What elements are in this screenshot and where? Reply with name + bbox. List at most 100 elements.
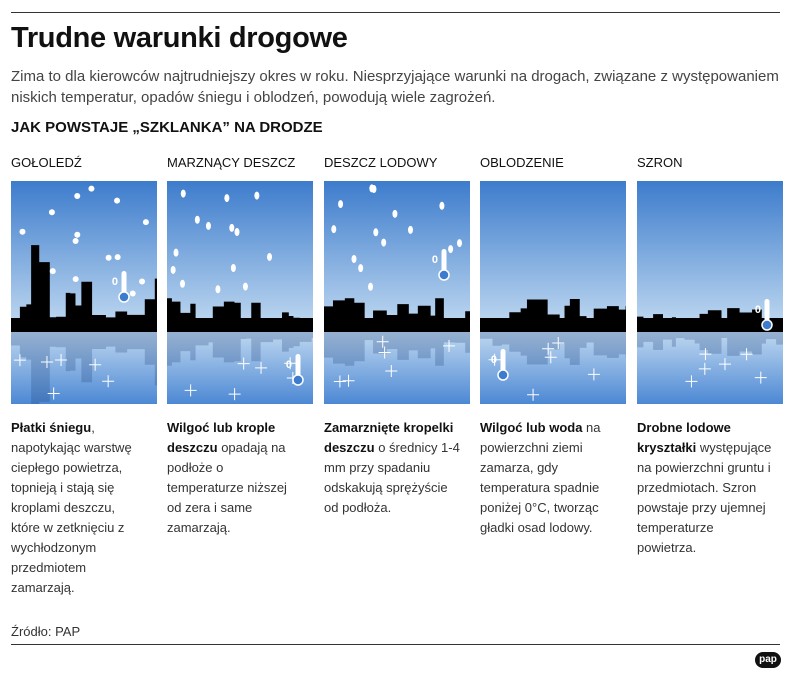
snowflake [139,278,146,285]
drop [170,265,176,274]
panel-label: SZRON [637,155,683,170]
sparkle [13,354,26,367]
panel-label: MARZNĄCY DESZCZ [167,155,296,170]
drop [381,238,387,247]
drop [180,189,186,198]
drop [371,185,377,194]
sparkle [587,368,600,381]
horizon-band [324,318,470,332]
panel-label: OBLODZENIE [480,155,564,170]
snowflake [74,193,81,200]
horizon-band [167,318,313,332]
drop [358,264,364,273]
horizon-band [11,318,157,332]
thermometer-bulb [761,319,773,331]
drop [242,282,248,291]
title: Trudne warunki drogowe [11,22,348,54]
snowflake [129,290,136,297]
sparkle [55,354,68,367]
drop [205,221,211,230]
sparkle [544,351,557,364]
description-text: , napotykając warstwę ciepłego powietrza… [11,420,132,595]
sparkle [552,336,565,349]
panel-label: GOŁOLEDŹ [11,155,82,170]
thermometer-label: 0 [112,276,118,288]
drop [179,279,185,288]
sparkle [527,388,540,401]
drop [194,215,200,224]
drop [254,191,260,200]
drop [407,225,413,234]
reflection [11,332,157,404]
description-lead: Płatki śniegu [11,420,92,435]
drop [338,200,344,209]
sparkle [237,357,250,370]
drop [439,201,445,210]
snowflake [19,228,26,235]
snowflake [88,185,95,192]
thermometer [441,249,447,273]
drop [373,228,379,237]
thermometer [121,271,127,295]
thermometer [295,354,301,378]
sparkle [699,348,712,361]
panel-image: 0 [11,181,157,404]
sparkle [102,375,115,388]
sparkle [228,388,241,401]
sparkle [754,371,767,384]
snowflake [114,254,121,261]
panel-description: Wilgoć lub krople deszczu opadają na pod… [167,418,303,538]
panel-description: Wilgoć lub woda na powierzchni ziemi zam… [480,418,616,538]
snowflake [74,231,81,238]
thermometer-bulb [292,374,304,386]
sparkle [40,356,53,369]
drop [351,254,357,263]
snowflake [142,219,149,226]
snowflake [72,238,79,245]
panel-label: DESZCZ LODOWY [324,155,438,170]
sparkle [740,348,753,361]
description-lead: Zamarznięte kropelki deszczu [324,420,454,455]
sparkle [89,358,102,371]
drop [456,239,462,248]
description-lead: Wilgoć lub krople deszczu [167,420,276,455]
drop [173,248,179,257]
panel-description: Zamarznięte kropelki deszczu o średnicy … [324,418,460,518]
description-text: na powierzchni ziemi zamarza, gdy temper… [480,420,601,535]
panel-image: 0 [637,181,783,404]
drop [234,228,240,237]
section-title: JAK POWSTAJE „SZKLANKA” NA DRODZE [11,119,323,136]
sparkle [385,364,398,377]
sparkle [333,375,346,388]
sparkle [47,387,60,400]
description-text: występujące na powierzchni gruntu i prze… [637,440,772,555]
panel-image: 0 [324,181,470,404]
sparkle [376,335,389,348]
description-text: opadają na podłoże o temperaturze niższe… [167,440,287,535]
horizon-band [480,318,626,332]
description-lead: Drobne lodowe kryształki [637,420,731,455]
description-lead: Wilgoć lub woda [480,420,583,435]
thermometer-bulb [438,269,450,281]
thermometer-bulb [497,369,509,381]
thermometer-label: 0 [286,359,292,371]
thermometer-label: 0 [755,304,761,316]
drop [448,245,454,254]
sparkle [255,361,268,374]
snowflake [48,209,55,216]
drop [230,264,236,273]
sparkle [284,357,297,370]
drop [224,194,230,203]
thermometer [764,299,770,323]
panel-image: 0 [480,181,626,404]
sparkle [685,375,698,388]
thermometer [500,349,506,373]
skyline [11,245,157,332]
description-text: o średnicy 1-4 mm przy spadaniu odskakuj… [324,440,460,515]
drop [368,282,374,291]
thermometer-label: 0 [491,354,497,366]
drop [392,209,398,218]
thermometer-label: 0 [432,254,438,266]
sparkle [542,342,555,355]
